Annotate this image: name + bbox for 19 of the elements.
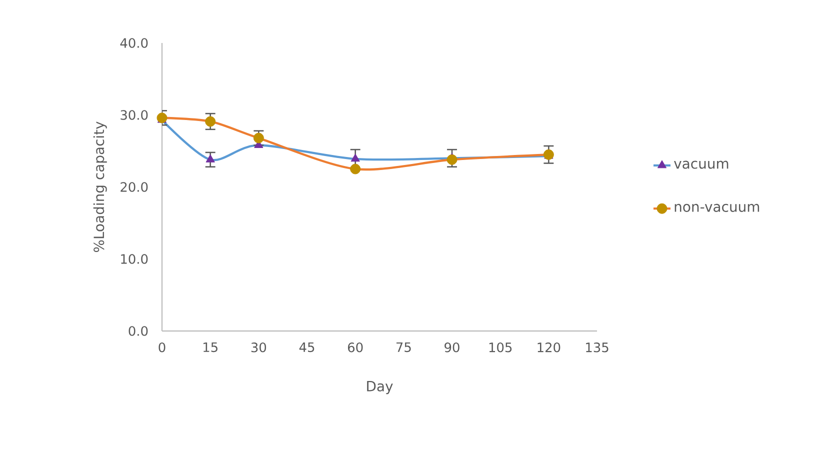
x-tick-label: 0	[158, 342, 166, 352]
y-tick-label: 40.0	[120, 38, 148, 48]
x-tick-label: 105	[489, 342, 512, 352]
y-tick-label: 20.0	[120, 182, 148, 192]
legend-label: non-vacuum	[674, 204, 760, 212]
x-tick-label: 75	[396, 342, 411, 352]
x-tick-label: 15	[204, 342, 218, 352]
x-axis-title: Day	[367, 381, 393, 394]
legend-label: vacuum	[674, 160, 728, 169]
y-tick-label: 30.0	[120, 110, 148, 120]
y-axis-title: %Loading capacity	[93, 122, 107, 252]
x-tick-label: 90	[444, 342, 460, 352]
x-tick-label: 135	[586, 342, 608, 352]
y-tick-label: 0.0	[128, 326, 148, 336]
y-tick-label: 10.0	[121, 254, 148, 264]
x-tick-label: 60	[348, 342, 363, 352]
x-tick-label: 45	[299, 342, 314, 352]
x-tick-label: 120	[538, 342, 560, 352]
x-tick-label: 30	[251, 342, 266, 352]
